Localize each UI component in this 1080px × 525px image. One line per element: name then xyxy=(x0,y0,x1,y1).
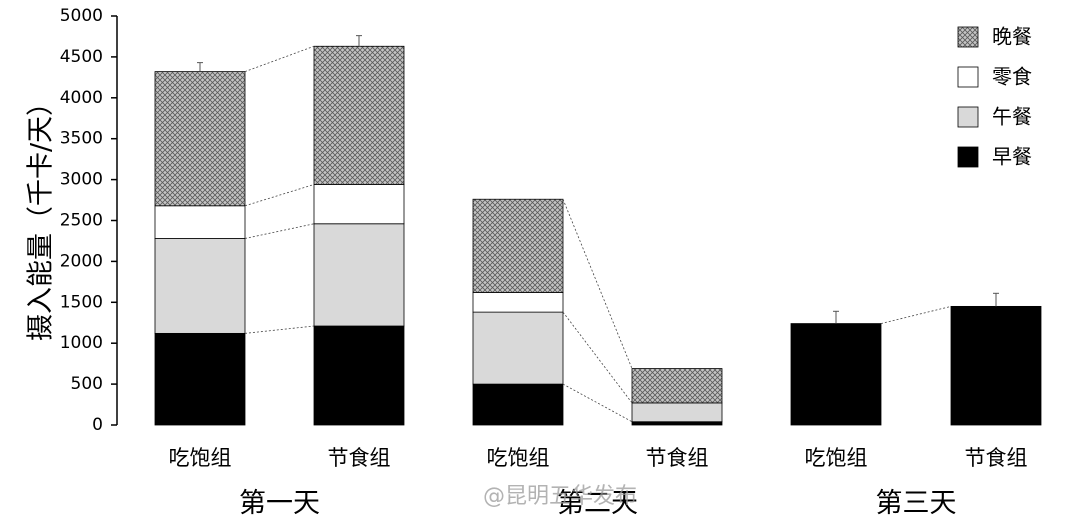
bar-segment xyxy=(154,332,246,426)
bar-segment xyxy=(472,292,564,313)
y-tick-label: 4000 xyxy=(60,88,103,108)
connector-line xyxy=(244,45,315,72)
bar-segment xyxy=(790,323,882,426)
bar-segment xyxy=(472,383,564,426)
y-tick-label: 1000 xyxy=(60,333,103,353)
x-category-label: 吃饱组 xyxy=(169,446,232,470)
bar-segment xyxy=(154,238,246,334)
x-group-label: 第三天 xyxy=(876,488,957,519)
x-category-label: 节食组 xyxy=(646,446,709,470)
y-tick-label: 1500 xyxy=(60,292,103,312)
y-tick-label: 5000 xyxy=(60,6,103,26)
bar-segment xyxy=(631,368,723,404)
y-tick-label: 500 xyxy=(71,374,103,394)
legend-swatch xyxy=(957,66,979,88)
legend-label: 零食 xyxy=(992,65,1032,89)
connector-line xyxy=(880,306,952,324)
x-group-label: 第二天 xyxy=(557,488,638,519)
connector-line xyxy=(244,223,315,239)
legend-swatch xyxy=(957,146,979,168)
watermark-text: @昆明五华发布 xyxy=(483,484,637,509)
bar-segment xyxy=(313,325,405,426)
bar-segment xyxy=(631,421,723,426)
legend-swatch xyxy=(957,26,979,48)
y-tick-label: 0 xyxy=(92,415,103,435)
bar-segment xyxy=(950,305,1042,426)
legend-swatch xyxy=(957,106,979,128)
connector-line xyxy=(562,383,633,423)
y-tick-label: 4500 xyxy=(60,47,103,67)
x-group-label: 第一天 xyxy=(239,488,320,519)
bar-segment xyxy=(313,223,405,327)
bar-segment xyxy=(154,205,246,239)
bar-segment xyxy=(313,45,405,185)
y-tick-label: 3000 xyxy=(60,170,103,190)
connector-line xyxy=(244,325,315,334)
y-tick-label: 2500 xyxy=(60,211,103,231)
legend-label: 午餐 xyxy=(992,105,1032,129)
y-tick-label: 3500 xyxy=(60,129,103,149)
legend-label: 早餐 xyxy=(992,145,1032,169)
connector-line xyxy=(562,311,633,404)
x-category-label: 吃饱组 xyxy=(487,446,550,470)
connector-line xyxy=(562,199,633,369)
x-category-label: 节食组 xyxy=(965,446,1028,470)
y-tick-label: 2000 xyxy=(60,251,103,271)
y-axis-label: 摄入能量（千卡/天） xyxy=(26,89,57,341)
bar-segment xyxy=(154,71,246,207)
bar-segment xyxy=(313,184,405,225)
x-category-label: 节食组 xyxy=(328,446,391,470)
bar-segment xyxy=(472,198,564,293)
bar-segment xyxy=(472,311,564,385)
x-category-label: 吃饱组 xyxy=(805,446,868,470)
bar-segment xyxy=(631,402,723,423)
connector-line xyxy=(244,184,315,207)
plot-area xyxy=(154,35,1042,426)
legend-label: 晚餐 xyxy=(992,25,1032,49)
connector-lines xyxy=(244,45,952,423)
y-axis: 0 500 1000 1500 2000 2500 3000 3500 4000 4500 5000 xyxy=(60,6,118,435)
